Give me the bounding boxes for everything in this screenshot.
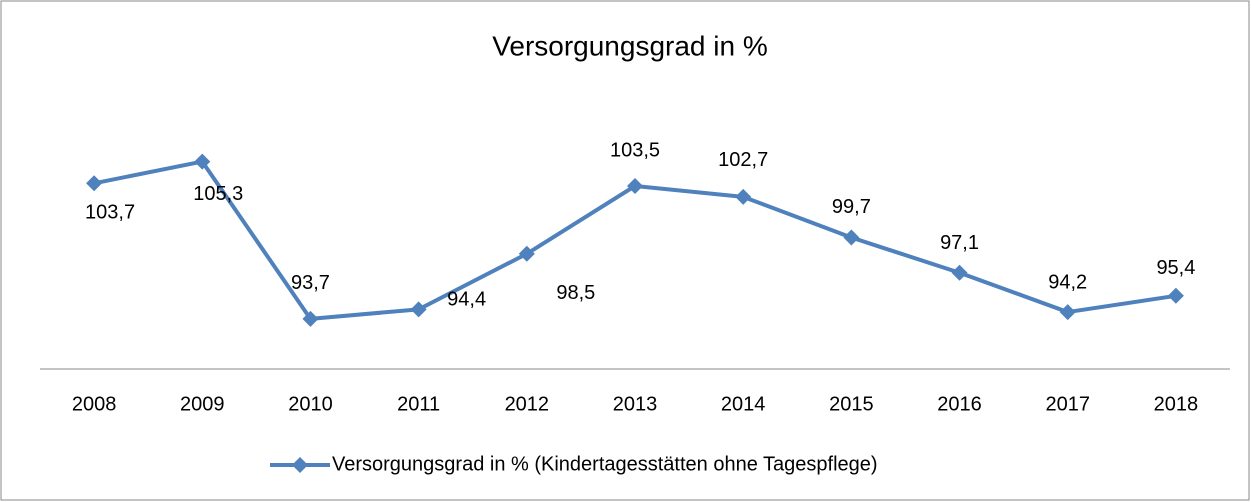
data-label: 94,2: [1048, 271, 1087, 293]
legend-label: Versorgungsgrad in % (Kindertagesstätten…: [332, 453, 878, 475]
x-tick-label: 2015: [829, 393, 874, 415]
x-tick-label: 2012: [505, 393, 550, 415]
data-label: 98,5: [556, 282, 595, 304]
data-label: 99,7: [832, 196, 871, 218]
x-tick-label: 2013: [613, 393, 658, 415]
x-tick-label: 2008: [72, 393, 117, 415]
point-marker: [1167, 287, 1184, 304]
data-label: 103,7: [85, 202, 135, 224]
x-tick-label: 2011: [397, 393, 440, 415]
data-label: 102,7: [718, 149, 768, 171]
x-tick-label: 2014: [721, 393, 766, 415]
point-marker: [194, 153, 211, 170]
x-tick-label: 2016: [937, 393, 982, 415]
point-marker: [627, 178, 643, 194]
data-label: 95,4: [1156, 257, 1195, 279]
data-label: 105,3: [193, 183, 243, 205]
point-marker: [735, 188, 752, 205]
point-marker: [1059, 304, 1076, 321]
data-label: 103,5: [610, 139, 660, 161]
data-label: 94,4: [447, 289, 486, 311]
legend-marker: [292, 457, 308, 473]
point-marker: [843, 229, 860, 246]
chart-title: Versorgungsgrad in %: [492, 30, 768, 61]
point-marker: [951, 264, 968, 281]
x-tick-label: 2010: [288, 393, 333, 415]
point-marker: [86, 175, 103, 192]
x-tick-label: 2009: [180, 393, 225, 415]
x-tick-label: 2018: [1154, 393, 1199, 415]
point-marker: [302, 310, 319, 327]
x-tick-label: 2017: [1045, 393, 1090, 415]
point-marker: [410, 301, 427, 318]
data-label: 93,7: [291, 272, 330, 294]
data-label: 97,1: [940, 232, 979, 254]
point-marker: [518, 245, 535, 262]
